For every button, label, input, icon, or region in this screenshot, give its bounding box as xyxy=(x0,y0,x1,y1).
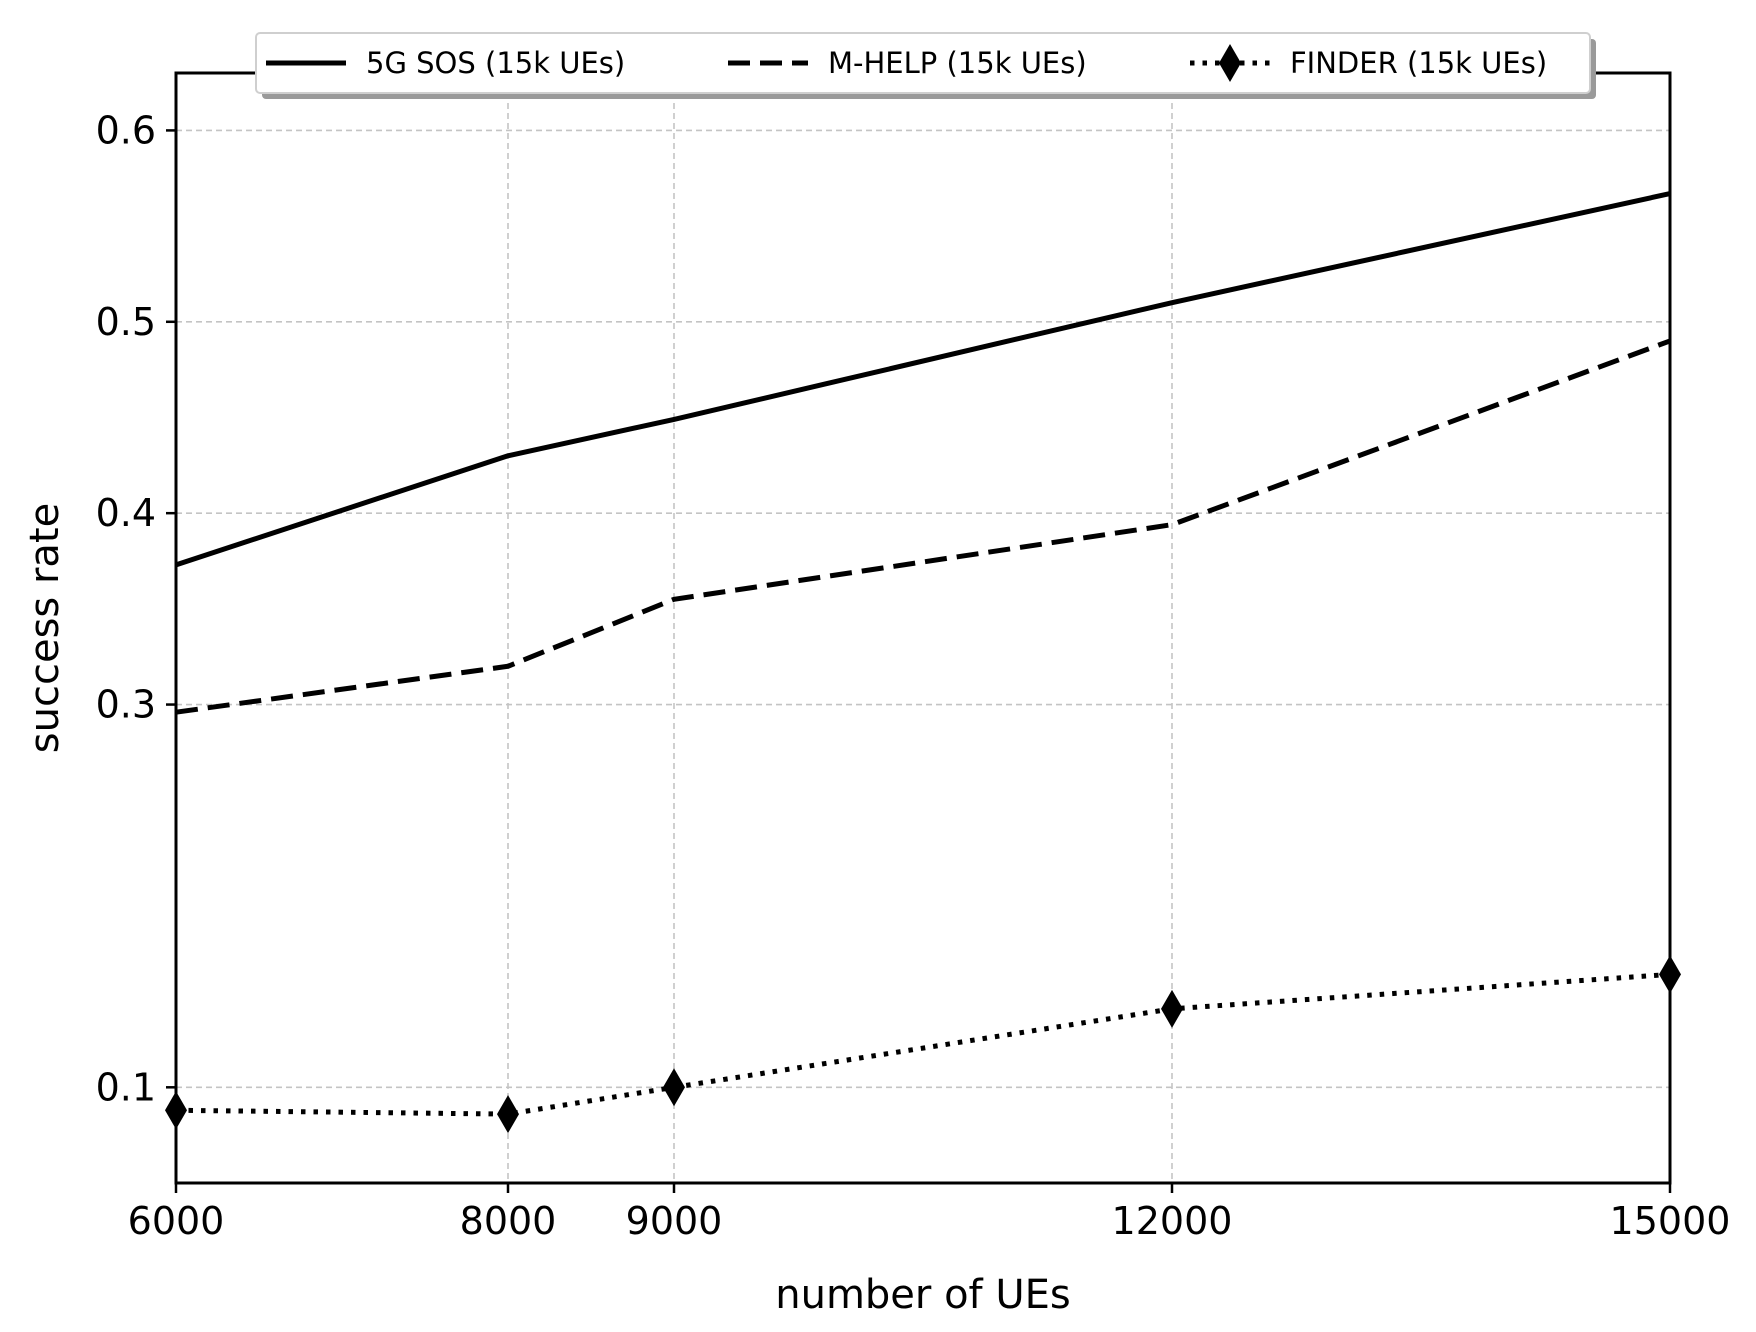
legend-marker-2 xyxy=(1219,44,1241,82)
series-0 xyxy=(175,191,1671,568)
legend-box xyxy=(255,32,1591,94)
series-2-point-2 xyxy=(663,1068,685,1107)
x-tick-label-0: 6000 xyxy=(128,1199,225,1243)
y-tick-label-3: 0.5 xyxy=(96,300,156,344)
series-line-2 xyxy=(175,971,1671,1117)
x-tick-label-1: 8000 xyxy=(460,1199,557,1243)
series-1 xyxy=(175,338,1671,715)
grid xyxy=(175,73,1671,1183)
y-tick-label-2: 0.4 xyxy=(96,491,156,535)
x-tick-label-2: 9000 xyxy=(626,1199,723,1243)
x-axis-ticks: 6000 8000 9000 12000 15000 xyxy=(128,1183,1731,1243)
x-axis-label: number of UEs xyxy=(775,1272,1071,1318)
y-tick-label-1: 0.3 xyxy=(96,683,156,727)
x-tick-label-3: 12000 xyxy=(1112,1199,1233,1243)
legend-label-1: M-HELP (15k UEs) xyxy=(828,46,1087,80)
y-axis-label: success rate xyxy=(22,503,68,753)
series-line-1 xyxy=(175,338,1671,715)
legend-label-2: FINDER (15k UEs) xyxy=(1290,46,1547,80)
legend-label-0: 5G SOS (15k UEs) xyxy=(366,46,625,80)
series-2 xyxy=(165,955,1681,1134)
y-tick-label-4: 0.6 xyxy=(96,108,156,152)
plot-frame xyxy=(174,71,1672,1185)
series-2-point-3 xyxy=(1161,989,1183,1028)
legend: 5G SOS (15k UEs) M-HELP (15k UEs) FINDER (… xyxy=(255,32,1596,99)
y-tick-label-0: 0.1 xyxy=(96,1065,156,1109)
series-2-point-1 xyxy=(497,1095,519,1134)
series-group xyxy=(165,191,1681,1134)
x-tick-label-4: 15000 xyxy=(1610,1199,1731,1243)
y-axis-ticks: 0.1 0.3 0.4 0.5 0.6 xyxy=(96,108,176,1109)
series-line-0 xyxy=(175,191,1671,568)
